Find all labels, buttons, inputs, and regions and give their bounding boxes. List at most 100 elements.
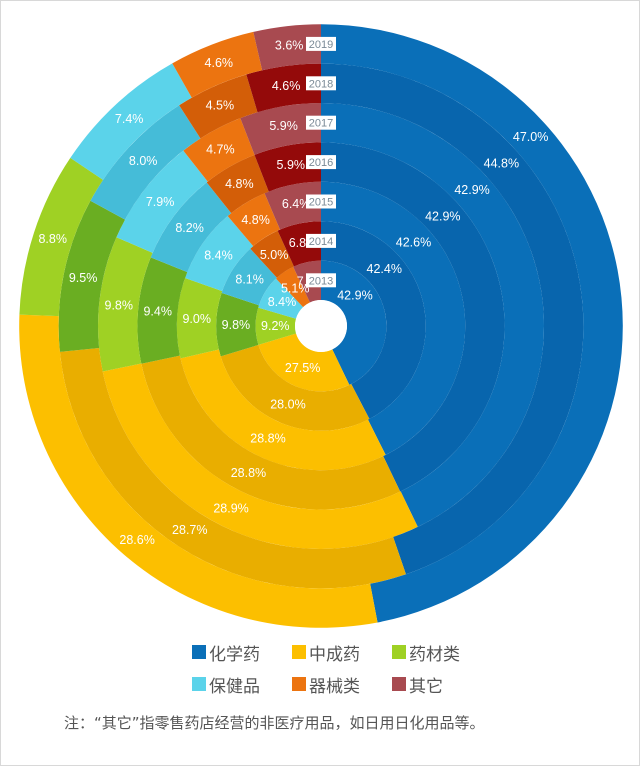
segment-value-label: 4.8% [241, 213, 270, 227]
segment-value-label: 42.6% [396, 236, 431, 250]
footnote: 注：“其它”指零售药店经营的非医疗用品，如日用日化用品等。 [64, 714, 485, 732]
ring-segment [264, 181, 321, 230]
legend-swatch-herbs [392, 645, 406, 659]
legend-label: 保健品 [209, 676, 260, 697]
ring-segment [321, 24, 623, 623]
legend-swatch-devices [292, 677, 306, 691]
segment-value-label: 4.6% [205, 56, 234, 70]
legend-label: 器械类 [309, 676, 360, 697]
segment-value-label: 42.9% [425, 209, 460, 223]
segment-value-label: 8.4% [268, 295, 297, 309]
segment-value-label: 5.0% [260, 248, 289, 262]
legend: 化学药 中成药 药材类 保健品 器械类 其它 [192, 640, 492, 697]
segment-value-label: 4.7% [206, 142, 235, 156]
ring-segment [227, 193, 280, 247]
segment-value-label: 8.8% [38, 232, 67, 246]
ring-segment [19, 157, 104, 317]
year-tag-box [306, 273, 336, 288]
year-tag-box [306, 233, 336, 248]
segment-value-label: 42.9% [454, 183, 489, 197]
year-tag-label: 2015 [309, 197, 333, 209]
segment-value-label: 9.8% [105, 298, 134, 312]
ring-segment [179, 74, 258, 139]
ring-segment [254, 142, 321, 192]
ring-segment [137, 257, 188, 364]
segment-value-label: 9.8% [222, 318, 251, 332]
segment-value-label: 9.2% [261, 319, 290, 333]
ring-segment [172, 31, 263, 98]
ring-segment [116, 150, 208, 253]
segment-value-label: 28.8% [250, 432, 285, 446]
ring-segment [321, 260, 387, 385]
legend-label: 药材类 [409, 644, 460, 665]
ring-segment [206, 154, 269, 214]
segment-value-label: 5.9% [269, 119, 298, 133]
segment-value-label: 9.4% [143, 305, 172, 319]
year-tag-box [306, 76, 336, 91]
segment-value-label: 4.5% [206, 98, 235, 112]
legend-item-devices: 器械类 [292, 672, 392, 697]
ring-segment [321, 63, 584, 575]
segment-value-label: 44.8% [484, 157, 519, 171]
ring-segment [150, 182, 232, 273]
ring-segment [183, 118, 255, 182]
ring-segment [220, 344, 370, 431]
segment-value-label: 47.0% [513, 130, 548, 144]
segment-value-label: 42.4% [367, 262, 402, 276]
legend-item-health: 保健品 [192, 672, 292, 697]
ring-segment [277, 221, 321, 267]
segment-value-label: 9.0% [182, 312, 211, 326]
segment-value-label: 28.0% [270, 397, 305, 411]
ring-segment [255, 307, 297, 345]
ring-segment [90, 105, 201, 220]
segment-value-label: 28.6% [119, 533, 154, 547]
segment-value-label: 27.5% [285, 361, 320, 375]
segment-value-label: 3.6% [275, 39, 304, 53]
ring-segment [19, 314, 378, 628]
segment-value-label: 8.0% [129, 154, 158, 168]
year-tag-label: 2014 [309, 236, 333, 248]
legend-swatch-other [392, 677, 406, 691]
ring-segment [253, 24, 321, 71]
legend-swatch-health [192, 677, 206, 691]
year-tag-box [306, 155, 336, 170]
ring-segment [321, 181, 466, 455]
ring-segment [221, 248, 277, 306]
segment-value-label: 7.4% [115, 112, 144, 126]
legend-item-chemical: 化学药 [192, 640, 292, 665]
ring-segment [321, 221, 426, 419]
ring-segment [275, 266, 310, 308]
segment-value-label: 4.6% [272, 79, 301, 93]
segment-value-label: 28.7% [172, 523, 207, 537]
legend-swatch-patent [292, 645, 306, 659]
segment-value-label: 8.1% [235, 273, 264, 287]
legend-label: 其它 [409, 676, 443, 697]
ring-segment [321, 142, 505, 492]
ring-segment [321, 103, 545, 527]
ring-segment [258, 278, 304, 319]
year-tag-box [306, 36, 336, 51]
year-tag-label: 2018 [309, 78, 333, 90]
ring-segment [240, 103, 321, 155]
year-tag-label: 2013 [309, 275, 333, 287]
segment-value-label: 7.9% [146, 195, 175, 209]
year-tags: 2013 2014 2015 2016 2017 2018 2019 [306, 36, 336, 288]
ring-segment [250, 230, 294, 278]
ring-segment [246, 63, 321, 113]
segment-value-label: 6.4% [282, 197, 311, 211]
segment-value-label: 42.9% [337, 288, 372, 302]
segment-value-label: 5.9% [277, 158, 306, 172]
segment-value-label: 8.4% [204, 248, 233, 262]
segment-value-label: 28.8% [231, 466, 266, 480]
ring-segment [180, 349, 386, 471]
legend-label: 中成药 [309, 644, 360, 665]
legend-item-herbs: 药材类 [392, 640, 492, 665]
legend-swatch-chemical [192, 645, 206, 659]
year-tag-box [306, 115, 336, 130]
ring-segment [185, 216, 254, 292]
ring-segment [258, 333, 350, 392]
ring-segment [102, 363, 418, 550]
ring-chart: 42.9%27.5%9.2%8.4%5.1%7.0%42.4%28.0%9.8%… [19, 24, 623, 628]
ring-segment [216, 292, 259, 357]
ring-segment [59, 348, 406, 589]
